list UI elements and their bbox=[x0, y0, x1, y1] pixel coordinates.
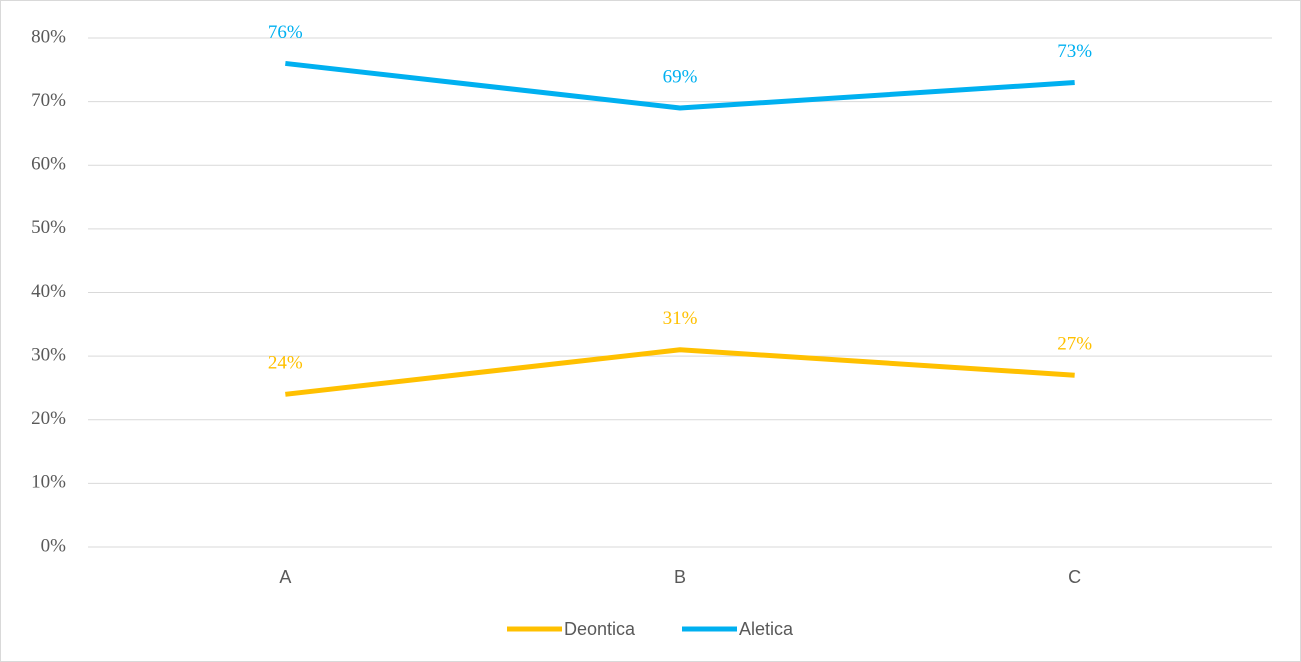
x-tick-label: B bbox=[674, 567, 686, 587]
x-tick-label: C bbox=[1068, 567, 1081, 587]
data-label: 27% bbox=[1057, 334, 1092, 355]
y-tick-label: 20% bbox=[31, 408, 66, 429]
data-label: 31% bbox=[663, 308, 698, 329]
y-tick-label: 30% bbox=[31, 344, 66, 365]
y-tick-label: 0% bbox=[41, 535, 67, 556]
data-label: 69% bbox=[663, 66, 698, 87]
legend-label: Deontica bbox=[564, 619, 636, 639]
data-label: 73% bbox=[1057, 41, 1092, 62]
y-tick-label: 70% bbox=[31, 90, 66, 111]
y-tick-label: 50% bbox=[31, 217, 66, 238]
data-label: 24% bbox=[268, 353, 303, 374]
data-label: 76% bbox=[268, 22, 303, 43]
legend-label: Aletica bbox=[739, 619, 794, 639]
y-tick-label: 60% bbox=[31, 154, 66, 175]
y-tick-label: 40% bbox=[31, 281, 66, 302]
x-tick-label: A bbox=[279, 567, 291, 587]
y-tick-label: 10% bbox=[31, 472, 66, 493]
series-line bbox=[285, 347, 1075, 397]
y-tick-label: 80% bbox=[31, 26, 66, 47]
series-line bbox=[285, 60, 1075, 111]
